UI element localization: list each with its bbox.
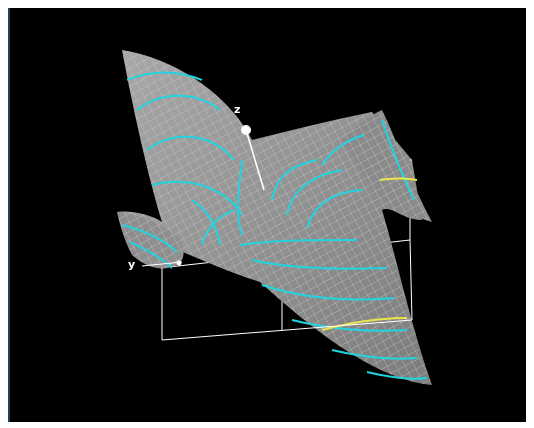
surface-plot-scene[interactable]: z y bbox=[8, 8, 526, 422]
y-axis-marker bbox=[176, 260, 182, 266]
contour-lines-highlight bbox=[321, 177, 418, 331]
y-axis-label: y bbox=[128, 258, 135, 271]
z-axis-label: z bbox=[234, 103, 240, 116]
z-axis: z bbox=[234, 103, 265, 191]
y-axis: y bbox=[128, 258, 183, 271]
contour-lines bbox=[121, 71, 428, 380]
saddle-surface[interactable] bbox=[117, 50, 432, 385]
z-axis-arrowhead bbox=[241, 125, 251, 135]
bounding-box-front bbox=[161, 159, 413, 341]
3d-plot-canvas[interactable]: z y bbox=[8, 8, 526, 422]
